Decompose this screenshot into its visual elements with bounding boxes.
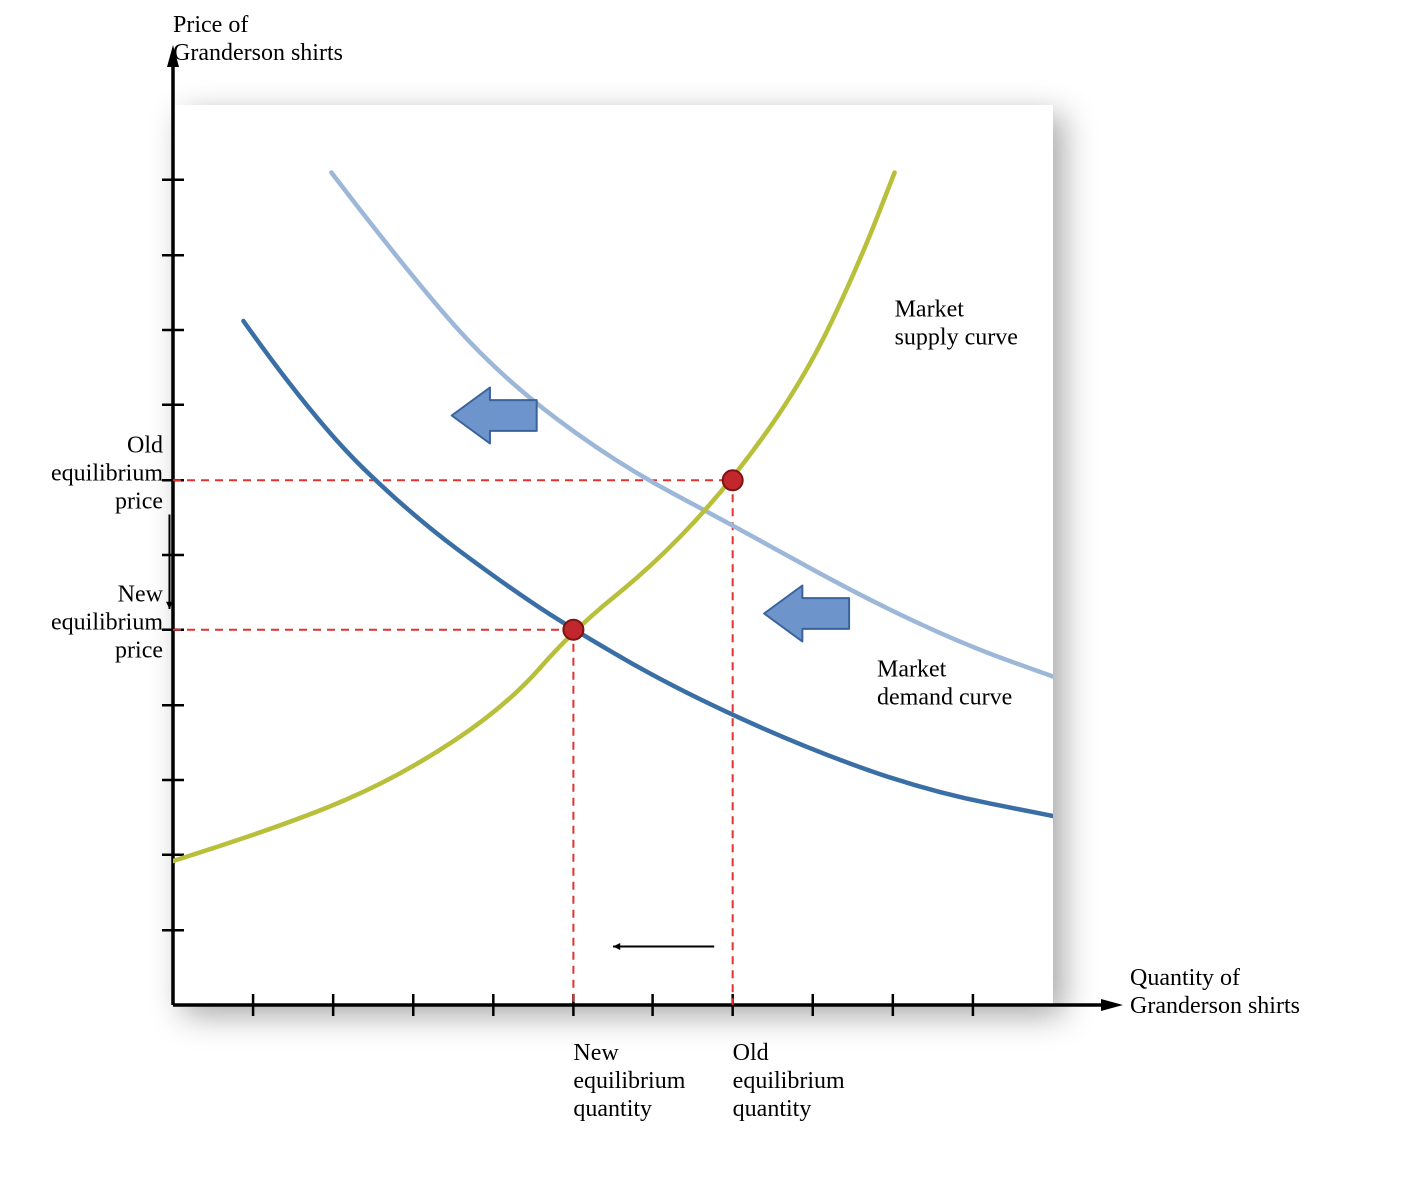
new-quantity-label: Newequilibriumquantity [573, 1040, 685, 1122]
x-axis-arrow [1101, 999, 1123, 1011]
equilibrium-point [723, 470, 743, 490]
new-price-label: Newequilibriumprice [51, 582, 164, 664]
old-quantity-label: Oldequilibriumquantity [733, 1040, 845, 1122]
y-axis-title: Price ofGranderson shirts [173, 12, 343, 66]
x-axis-title: Quantity ofGranderson shirts [1130, 965, 1300, 1019]
old-price-label: Oldequilibriumprice [51, 432, 163, 514]
equilibrium-point [563, 620, 583, 640]
supply-demand-diagram: Price ofGranderson shirts Quantity ofGran… [0, 0, 1425, 1204]
plot-panel [173, 105, 1053, 1005]
